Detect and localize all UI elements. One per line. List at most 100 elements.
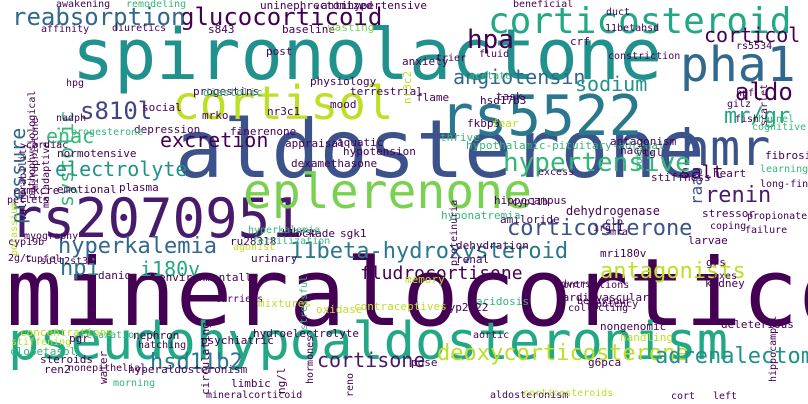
word: learning [760, 164, 808, 175]
word: finerenone [230, 125, 297, 138]
word: limbic [231, 377, 271, 390]
word: aortic [473, 330, 510, 341]
word: hypothalamic-pituitary-adrenal [466, 139, 665, 152]
word: hpf [736, 88, 755, 99]
word: contractions [557, 280, 630, 291]
word: nacl [620, 144, 647, 157]
word: corticosterone [507, 216, 693, 241]
word: duct [606, 7, 631, 18]
word: carriers [215, 294, 264, 305]
word: anxiety [402, 55, 449, 68]
word: antagonism [610, 135, 677, 148]
word: dehydration [456, 239, 529, 252]
word: fibrosis [765, 149, 808, 162]
word: pose [411, 356, 438, 369]
word: antagonists [600, 259, 746, 284]
word: shrsp [287, 227, 318, 238]
word: camkcre [13, 184, 60, 197]
word: rs2070951 [10, 187, 303, 250]
word: renal [456, 253, 490, 266]
word: social [142, 101, 182, 114]
word: dehydrogenase [566, 204, 660, 218]
word: urinary [251, 252, 298, 265]
word: fkbp5 [467, 117, 501, 130]
word: sodium [575, 72, 648, 96]
word: behaviour [577, 296, 632, 307]
word: eplerenone [243, 164, 532, 220]
word: mixtures [258, 297, 311, 310]
word: mifepristone [30, 117, 41, 190]
word: potency [596, 299, 639, 310]
word: ru28318 [230, 235, 277, 248]
word: task [496, 90, 523, 103]
word: stressor [702, 207, 755, 220]
word: agonist [233, 242, 276, 253]
word: corticol [704, 23, 801, 47]
word: deleterious [721, 318, 794, 331]
word: stiffening [11, 337, 72, 348]
word: pha1 [680, 37, 796, 93]
word: oxidase [316, 303, 363, 316]
word: g6pca [588, 356, 622, 369]
word: excretion [160, 128, 269, 152]
word: cort [671, 391, 696, 402]
word: failure [745, 225, 788, 236]
word: sgk1 [340, 227, 367, 240]
word: mri180v [600, 247, 647, 260]
word: reabsorption [12, 3, 186, 31]
word: fear [492, 117, 519, 130]
word: environmentally [159, 271, 259, 284]
word: awakening [56, 0, 111, 10]
word: fish [735, 114, 760, 125]
word: hyperkalemia [248, 225, 321, 236]
word: beneficial [513, 0, 574, 10]
word: cardiac [26, 140, 69, 151]
word: enac [46, 124, 95, 148]
word: hyperaldosteronism [128, 363, 248, 376]
word: grs [706, 256, 726, 269]
word: 11betahsd [605, 23, 660, 34]
word: hsd17b3 [480, 94, 527, 107]
word: danio [98, 269, 132, 282]
word: kidney [705, 277, 745, 290]
word: aldosteronism [490, 390, 569, 401]
word: progestins [193, 85, 260, 98]
word: axes [713, 271, 738, 282]
word: renin [705, 183, 772, 208]
word: cortisol [172, 76, 394, 130]
word: depression [134, 123, 201, 136]
word: relaxation [80, 330, 141, 341]
word: hpi [60, 256, 100, 281]
word: mineralocorticoid [6, 239, 808, 348]
word: cortisone [317, 348, 426, 372]
word: stiffness [651, 171, 711, 184]
word: sult2st3 [40, 256, 89, 267]
word: concentrations [20, 326, 113, 339]
word: flame [416, 91, 450, 104]
word: terrestrial [350, 85, 423, 98]
word: acetate [469, 71, 512, 82]
word: diastolic [203, 86, 263, 99]
word: hypertensive [503, 148, 691, 178]
word: pellets [7, 195, 50, 206]
word: larvae [688, 234, 728, 247]
word: steroids [40, 353, 93, 366]
word: cognitive [752, 122, 807, 133]
word: appraisal [285, 137, 345, 150]
word: hmr [680, 119, 771, 177]
word: spironolactone [72, 14, 663, 96]
word: crf [570, 35, 590, 48]
word: memory [405, 273, 445, 286]
word: adrenalectomy [655, 344, 808, 369]
word: blockade [282, 227, 335, 240]
word: aldosterone [175, 103, 705, 196]
word: dexamethasone [291, 157, 378, 170]
word: contraceptives [354, 300, 447, 313]
word: i180v [140, 257, 201, 281]
word: nr3c2 [401, 70, 414, 104]
word: hydroelectrolyte [253, 327, 359, 340]
word: corticosteroid [488, 1, 792, 42]
word: s810l [80, 97, 153, 125]
word: antihypertensive [321, 0, 427, 12]
